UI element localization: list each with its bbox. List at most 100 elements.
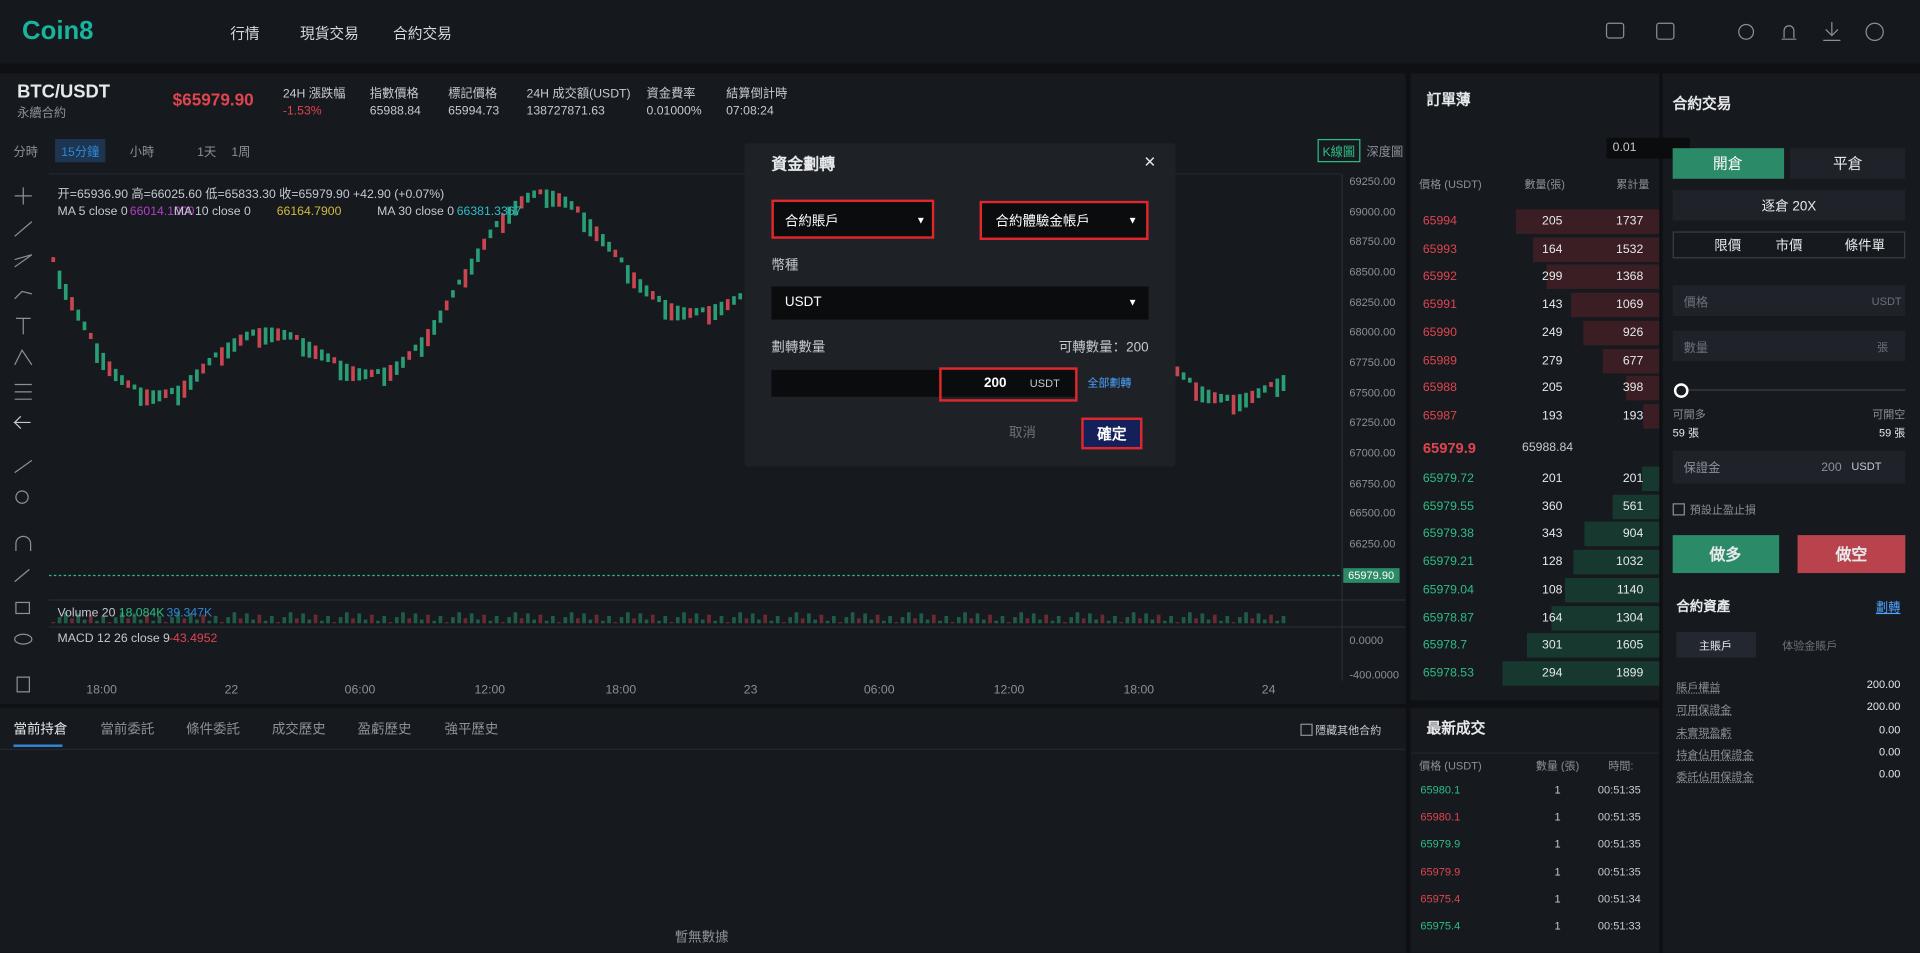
book-cum: 201	[1622, 472, 1644, 486]
globe-icon[interactable]	[1865, 22, 1884, 42]
candle-decoration	[463, 269, 468, 288]
volume-decoration	[544, 620, 549, 624]
long-button[interactable]	[1672, 535, 1780, 574]
book-qty: 164	[1542, 242, 1563, 257]
positions-tab[interactable]: 成交歷史	[271, 722, 326, 738]
book-price[interactable]: 65989	[1422, 353, 1457, 368]
account-tab-label[interactable]: 体验金賬戶	[1782, 639, 1838, 653]
nav-link[interactable]: 行情	[230, 25, 260, 43]
candle-decoration	[1281, 375, 1286, 392]
close-tab[interactable]	[1790, 148, 1906, 179]
open-tab[interactable]	[1672, 148, 1785, 179]
nav-link[interactable]: 現貨交易	[300, 25, 359, 43]
book-price[interactable]: 65978.53	[1422, 666, 1474, 681]
transfer-link[interactable]: 劃轉	[1875, 601, 1901, 616]
orderbook-title: 訂單薄	[1426, 91, 1471, 109]
view-tab[interactable]: K線圖	[1317, 138, 1361, 163]
candle-decoration	[1256, 388, 1261, 399]
volume-decoration	[451, 617, 455, 624]
book-price[interactable]: 65979.38	[1422, 527, 1474, 542]
cancel-button[interactable]: 取消	[1008, 426, 1036, 441]
interval[interactable]: 分時	[13, 146, 38, 160]
order-type[interactable]: 市價	[1775, 238, 1803, 254]
book-price[interactable]: 65979.55	[1422, 499, 1474, 514]
close-button[interactable]: ×	[1144, 151, 1156, 173]
long-label: 做多	[1709, 545, 1742, 564]
wallet-icon[interactable]	[1605, 22, 1625, 39]
price-input[interactable]	[1672, 285, 1906, 316]
symbol[interactable]: BTC/USDT	[17, 81, 110, 103]
book-price[interactable]: 65979.21	[1422, 555, 1474, 569]
candle-decoration	[576, 206, 580, 213]
book-price[interactable]: 65978.7	[1422, 638, 1468, 653]
account-tab[interactable]	[1676, 631, 1756, 658]
volume-decoration	[376, 620, 380, 624]
candle-decoration	[544, 189, 549, 208]
slider-thumb[interactable]	[1673, 383, 1689, 398]
book-qty: 360	[1542, 499, 1563, 514]
positions-tab[interactable]: 當前委託	[100, 722, 155, 738]
tpsl-checkbox[interactable]	[1672, 503, 1685, 516]
volume-decoration	[788, 617, 793, 624]
interval[interactable]: 1天	[197, 146, 217, 160]
volume-decoration	[1237, 617, 1242, 624]
interval[interactable]: 小時	[129, 146, 155, 160]
nav-link[interactable]: 合約交易	[393, 25, 452, 43]
volume-decoration	[226, 617, 230, 624]
book-price[interactable]: 65992	[1422, 270, 1457, 284]
transfer-all[interactable]: 全部劃轉	[1087, 376, 1132, 389]
book-price[interactable]: 65979.72	[1422, 472, 1474, 486]
positions-tab[interactable]: 盈虧歷史	[357, 722, 412, 738]
interval[interactable]: 1周	[231, 146, 251, 160]
volume-decoration	[463, 618, 468, 624]
volume-decoration	[76, 613, 81, 624]
book-price[interactable]: 65994	[1422, 214, 1457, 229]
candle-decoration	[57, 270, 62, 290]
depth-bar	[1526, 633, 1660, 658]
book-price[interactable]: 65990	[1422, 326, 1457, 340]
to-account-select[interactable]	[979, 200, 1149, 241]
book-price[interactable]: 65991	[1422, 298, 1457, 312]
step-select[interactable]: 0.01	[1606, 137, 1690, 159]
view-tab[interactable]: 深度圖	[1366, 146, 1404, 160]
positions-tab[interactable]: 條件委託	[186, 722, 241, 738]
download-icon[interactable]	[1823, 22, 1841, 42]
bell-icon[interactable]	[1781, 25, 1797, 40]
book-price[interactable]: 65988	[1422, 381, 1457, 396]
orders-icon[interactable]	[1656, 22, 1675, 40]
candle-decoration	[170, 387, 174, 395]
volume-decoration	[713, 620, 718, 624]
leverage-select[interactable]	[1672, 189, 1906, 221]
qty-input[interactable]	[1672, 330, 1906, 362]
amount-input[interactable]	[939, 367, 1078, 402]
candle-decoration	[301, 338, 305, 357]
book-price[interactable]: 65987	[1422, 409, 1457, 423]
checkbox[interactable]	[1300, 723, 1313, 736]
order-type[interactable]: 限價	[1714, 238, 1742, 254]
book-price[interactable]: 65993	[1422, 242, 1457, 257]
positions-tab[interactable]: 強平歷史	[444, 722, 499, 738]
volume-decoration	[819, 614, 824, 624]
logo[interactable]: Coin8	[22, 17, 94, 46]
ma-value: 66164.7900	[276, 205, 342, 219]
book-price[interactable]: 65979.04	[1422, 583, 1474, 597]
trade-price: 65979.9	[1420, 838, 1461, 851]
user-icon[interactable]	[1738, 23, 1755, 40]
candle-decoration	[638, 279, 643, 293]
asset-value: 0.00	[1878, 767, 1901, 781]
volume-decoration	[1269, 614, 1273, 624]
interval[interactable]: 15分鐘	[55, 138, 106, 163]
margin-input[interactable]	[1672, 450, 1906, 484]
candle-decoration	[270, 327, 274, 343]
book-price[interactable]: 65978.87	[1422, 611, 1474, 625]
short-button[interactable]	[1797, 535, 1906, 574]
candle-decoration	[1175, 366, 1180, 377]
from-account-select[interactable]	[771, 199, 935, 239]
candle-decoration	[138, 387, 143, 406]
positions-tab[interactable]: 當前持倉	[13, 722, 68, 738]
confirm-button[interactable]	[1081, 417, 1143, 450]
volume-decoration	[1131, 612, 1136, 624]
order-type[interactable]: 條件單	[1844, 238, 1886, 254]
currency-select[interactable]	[771, 286, 1149, 320]
volume-decoration	[1056, 615, 1061, 624]
